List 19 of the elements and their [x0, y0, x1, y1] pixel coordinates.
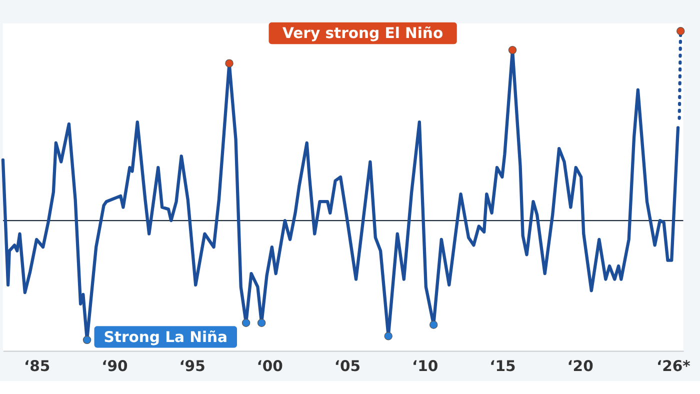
point [257, 318, 266, 327]
x-tick-label: ‘15 [490, 358, 516, 375]
x-tick-label: ‘90 [102, 358, 128, 375]
x-tick-label: ‘00 [256, 358, 283, 375]
point [242, 318, 250, 327]
x-tick-label: ‘05 [334, 358, 361, 375]
point [429, 320, 438, 329]
annotation: Strong La Niña [104, 328, 228, 346]
x-tick-label: ‘10 [412, 358, 438, 375]
point [508, 46, 517, 54]
point [676, 27, 685, 36]
point [384, 332, 392, 340]
point [225, 59, 234, 68]
annotation: Very strong El Niño [282, 25, 444, 42]
x-tick-label: ‘95 [179, 358, 206, 375]
x-tick-label: ‘20 [567, 358, 594, 375]
x-tick-label: ‘85 [24, 358, 50, 375]
point [82, 336, 92, 344]
x-tick-label: ‘26* [656, 358, 691, 375]
